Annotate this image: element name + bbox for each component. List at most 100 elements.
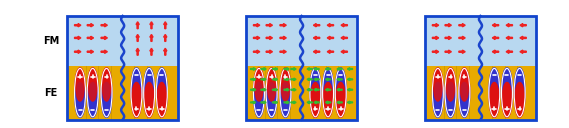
FancyArrow shape — [250, 68, 256, 70]
FancyArrow shape — [291, 88, 296, 91]
FancyArrow shape — [325, 78, 331, 81]
Ellipse shape — [156, 68, 167, 117]
Ellipse shape — [324, 84, 332, 111]
Ellipse shape — [145, 82, 154, 117]
FancyArrow shape — [250, 88, 256, 91]
FancyArrow shape — [459, 36, 465, 40]
FancyArrow shape — [273, 78, 278, 81]
Bar — [425, 66, 536, 120]
Bar — [67, 16, 178, 120]
FancyArrow shape — [314, 101, 319, 104]
FancyArrow shape — [327, 24, 333, 27]
FancyArrow shape — [261, 78, 266, 81]
Ellipse shape — [267, 68, 277, 103]
Ellipse shape — [310, 68, 321, 117]
Ellipse shape — [489, 68, 500, 117]
Bar — [425, 16, 536, 66]
FancyArrow shape — [250, 101, 256, 104]
Ellipse shape — [75, 68, 85, 103]
FancyArrow shape — [347, 101, 353, 104]
FancyArrow shape — [341, 24, 347, 27]
FancyArrow shape — [307, 78, 312, 81]
FancyArrow shape — [337, 88, 342, 91]
Ellipse shape — [515, 82, 525, 117]
Ellipse shape — [102, 74, 110, 101]
Ellipse shape — [460, 82, 469, 117]
FancyArrow shape — [284, 101, 289, 104]
Bar — [67, 66, 178, 120]
Ellipse shape — [445, 68, 456, 117]
FancyArrow shape — [261, 88, 266, 91]
Ellipse shape — [253, 68, 265, 117]
Ellipse shape — [447, 74, 455, 101]
Ellipse shape — [267, 74, 276, 101]
FancyArrow shape — [253, 36, 260, 40]
FancyArrow shape — [87, 50, 93, 53]
FancyArrow shape — [341, 50, 347, 53]
FancyArrow shape — [314, 68, 319, 70]
Ellipse shape — [158, 84, 166, 111]
Ellipse shape — [489, 82, 499, 117]
FancyArrow shape — [164, 22, 167, 29]
FancyArrow shape — [307, 68, 312, 70]
Bar — [425, 16, 536, 120]
FancyArrow shape — [325, 68, 331, 70]
FancyArrow shape — [347, 68, 353, 70]
FancyArrow shape — [341, 36, 347, 40]
FancyArrow shape — [261, 101, 266, 104]
FancyArrow shape — [520, 50, 526, 53]
Ellipse shape — [157, 82, 167, 117]
Ellipse shape — [254, 68, 264, 103]
Ellipse shape — [503, 84, 511, 111]
Ellipse shape — [432, 68, 443, 117]
Ellipse shape — [131, 68, 142, 117]
Ellipse shape — [102, 68, 112, 103]
FancyArrow shape — [314, 50, 320, 53]
Text: FE: FE — [44, 88, 58, 98]
Bar — [246, 66, 357, 120]
Ellipse shape — [280, 68, 291, 117]
Ellipse shape — [460, 68, 469, 103]
FancyArrow shape — [75, 36, 81, 40]
Ellipse shape — [336, 82, 345, 117]
Ellipse shape — [131, 82, 141, 117]
Ellipse shape — [88, 82, 97, 117]
Bar — [67, 16, 178, 66]
FancyArrow shape — [150, 34, 153, 41]
FancyArrow shape — [307, 88, 312, 91]
FancyArrow shape — [291, 68, 296, 70]
FancyArrow shape — [284, 68, 289, 70]
Ellipse shape — [446, 82, 455, 117]
FancyArrow shape — [337, 101, 342, 104]
Ellipse shape — [502, 82, 512, 117]
Ellipse shape — [433, 68, 443, 103]
FancyArrow shape — [445, 24, 451, 27]
Ellipse shape — [255, 74, 263, 101]
FancyArrow shape — [291, 101, 296, 104]
FancyArrow shape — [506, 24, 513, 27]
FancyArrow shape — [314, 36, 320, 40]
FancyArrow shape — [325, 101, 331, 104]
Ellipse shape — [323, 68, 333, 117]
FancyArrow shape — [432, 24, 439, 27]
FancyArrow shape — [284, 88, 289, 91]
Ellipse shape — [133, 84, 141, 111]
Ellipse shape — [502, 68, 512, 103]
FancyArrow shape — [459, 50, 465, 53]
Ellipse shape — [311, 84, 320, 111]
FancyArrow shape — [87, 24, 93, 27]
FancyArrow shape — [314, 88, 319, 91]
FancyArrow shape — [150, 22, 153, 29]
Ellipse shape — [75, 82, 85, 117]
FancyArrow shape — [250, 78, 256, 81]
FancyArrow shape — [314, 78, 319, 81]
Ellipse shape — [76, 74, 84, 101]
FancyArrow shape — [492, 50, 498, 53]
FancyArrow shape — [307, 101, 312, 104]
FancyArrow shape — [432, 50, 439, 53]
FancyArrow shape — [337, 78, 342, 81]
FancyArrow shape — [136, 34, 139, 41]
FancyArrow shape — [291, 78, 296, 81]
FancyArrow shape — [347, 78, 353, 81]
FancyArrow shape — [347, 88, 353, 91]
